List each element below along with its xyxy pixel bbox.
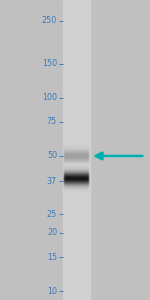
Text: 50: 50 [47, 152, 57, 160]
Text: 37: 37 [47, 177, 57, 186]
Bar [63, 0, 90, 300]
Text: 25: 25 [47, 210, 57, 219]
Text: 20: 20 [47, 228, 57, 237]
Text: 10: 10 [47, 286, 57, 296]
Text: 150: 150 [42, 59, 57, 68]
Text: 15: 15 [47, 253, 57, 262]
Text: 100: 100 [42, 93, 57, 102]
Text: 250: 250 [42, 16, 57, 25]
Text: 75: 75 [47, 117, 57, 126]
